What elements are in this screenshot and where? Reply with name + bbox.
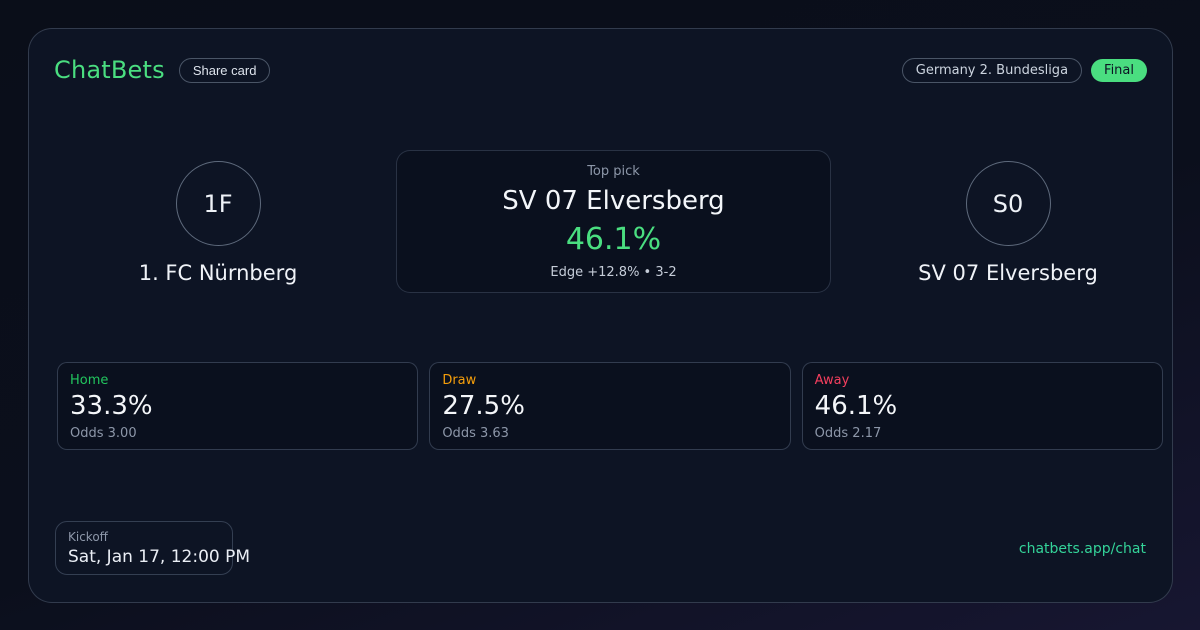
top-pick-edge: Edge +12.8% • 3-2 [550,264,677,280]
odds-card-home: Home 33.3% Odds 3.00 [57,362,419,450]
brand-logo: ChatBets [54,56,165,84]
away-team-avatar: S0 [965,161,1051,246]
odds-card-draw: Draw 27.5% Odds 3.63 [429,362,791,450]
odds-home-label: Home [70,373,109,388]
odds-home-value: Odds 3.00 [70,426,137,441]
kickoff-time: Sat, Jan 17, 12:00 PM [68,547,251,567]
home-team-name: 1. FC Nürnberg [138,261,298,285]
away-team: S0 SV 07 Elversberg [846,150,1170,285]
match-card: ChatBets Share card Germany 2. Bundeslig… [28,28,1173,603]
home-team: 1F 1. FC Nürnberg [56,150,380,285]
top-pick-label: Top pick [587,163,640,179]
kickoff-panel: Kickoff Sat, Jan 17, 12:00 PM [55,521,251,575]
odds-draw-probability: 27.5% [442,391,525,421]
odds-card-away: Away 46.1% Odds 2.17 [801,362,1163,450]
top-pick-team: SV 07 Elversberg [502,185,725,216]
odds-away-label: Away [814,373,850,388]
odds-row: Home 33.3% Odds 3.00 Draw 27.5% Odds 3.6… [57,362,1163,450]
share-card-button[interactable]: Share card [178,57,271,83]
odds-draw-value: Odds 3.63 [442,426,509,441]
top-pick-probability: 46.1% [565,221,662,257]
league-badge: Germany 2. Bundesliga [901,57,1083,83]
odds-away-probability: 46.1% [814,391,898,421]
app-link[interactable]: chatbets.app/chat [1018,541,1146,557]
odds-home-probability: 33.3% [70,391,153,421]
kickoff-label: Kickoff [68,530,108,544]
odds-draw-label: Draw [442,373,477,388]
away-team-name: SV 07 Elversberg [918,261,1098,285]
card-header: ChatBets Share card Germany 2. Bundeslig… [54,56,1147,84]
odds-away-value: Odds 2.17 [814,426,882,441]
status-badge: Final [1091,58,1147,82]
home-team-avatar: 1F [175,161,261,246]
top-pick-panel: Top pick SV 07 Elversberg 46.1% Edge +12… [396,150,831,293]
